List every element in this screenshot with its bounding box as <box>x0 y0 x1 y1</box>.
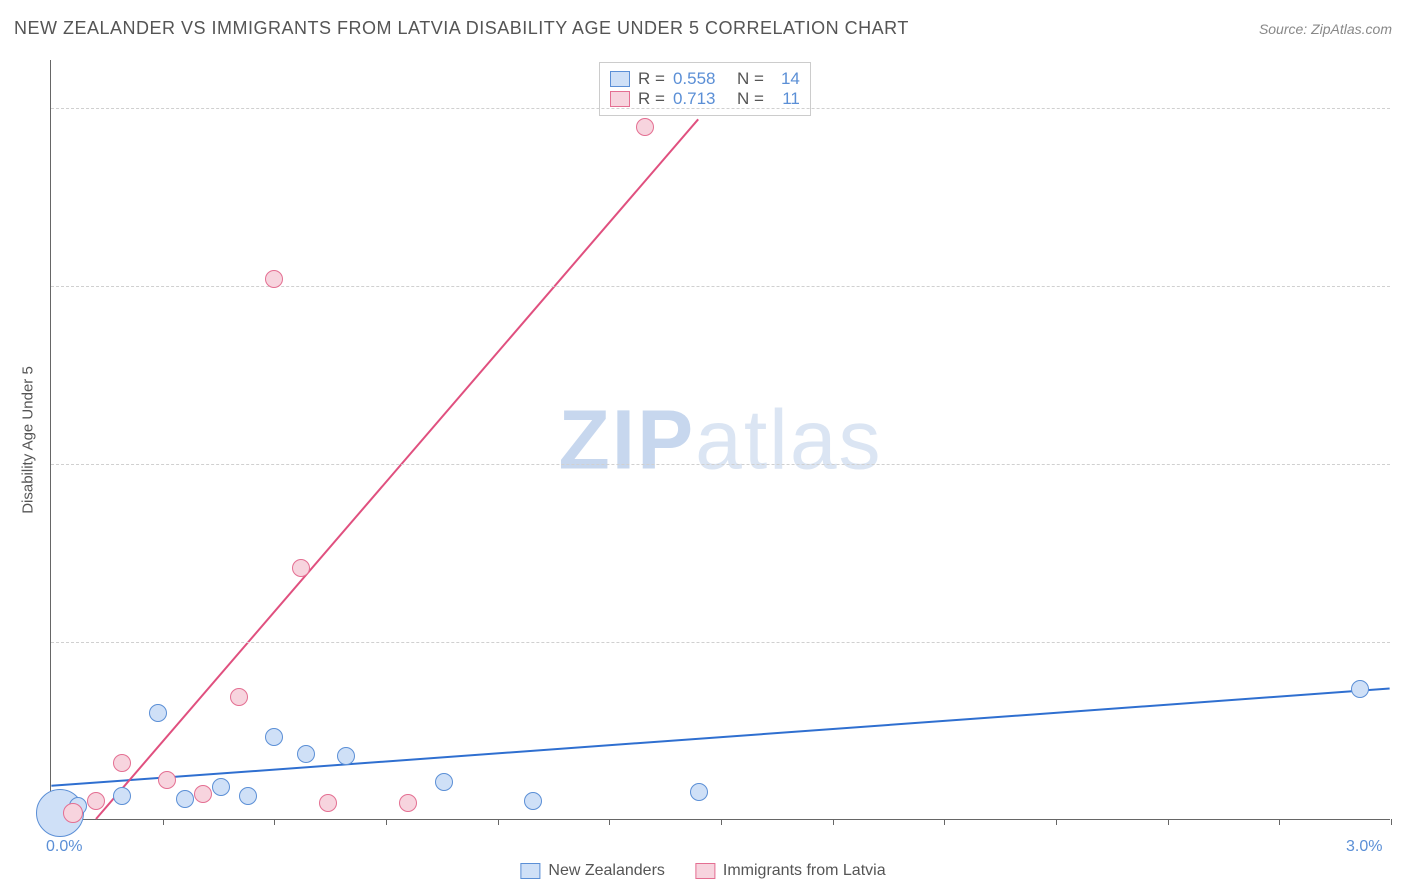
data-point-nz <box>337 747 355 765</box>
source-attribution: Source: ZipAtlas.com <box>1259 21 1392 37</box>
data-point-lv <box>194 785 212 803</box>
x-axis-origin-label: 0.0% <box>46 838 82 856</box>
x-tick <box>163 819 164 825</box>
x-tick <box>498 819 499 825</box>
data-point-lv <box>399 794 417 812</box>
x-tick <box>609 819 610 825</box>
data-point-lv <box>230 688 248 706</box>
x-tick <box>1168 819 1169 825</box>
legend-item-nz: New Zealanders <box>520 862 665 880</box>
data-point-nz <box>265 728 283 746</box>
gridline <box>51 464 1390 465</box>
trend-line-nz <box>51 689 1389 786</box>
x-tick <box>274 819 275 825</box>
y-axis-title: Disability Age Under 5 <box>20 366 37 514</box>
data-point-lv <box>87 792 105 810</box>
n-label: N = <box>737 89 764 109</box>
data-point-lv <box>63 803 83 823</box>
data-point-lv <box>158 771 176 789</box>
legend-label: Immigrants from Latvia <box>723 862 886 880</box>
x-tick <box>1056 819 1057 825</box>
series-legend: New Zealanders Immigrants from Latvia <box>520 862 885 880</box>
n-label: N = <box>737 69 764 89</box>
swatch-icon <box>520 863 540 879</box>
data-point-nz <box>149 704 167 722</box>
data-point-lv <box>636 118 654 136</box>
legend-label: New Zealanders <box>548 862 665 880</box>
x-tick <box>1391 819 1392 825</box>
header: NEW ZEALANDER VS IMMIGRANTS FROM LATVIA … <box>14 18 1392 39</box>
swatch-icon <box>610 91 630 107</box>
data-point-nz <box>212 778 230 796</box>
legend-stats-row-lv: R = 0.713 N = 11 <box>610 89 800 109</box>
x-tick <box>944 819 945 825</box>
gridline <box>51 108 1390 109</box>
x-tick <box>833 819 834 825</box>
scatter-plot: ZIPatlas R =0.558N =14R =0.713N =11 7.5%… <box>50 60 1390 820</box>
r-label: R = <box>638 69 665 89</box>
trend-line-lv <box>96 119 698 819</box>
data-point-nz <box>176 790 194 808</box>
swatch-icon <box>610 71 630 87</box>
data-point-nz <box>297 745 315 763</box>
data-point-lv <box>265 270 283 288</box>
r-value: 0.558 <box>673 69 729 89</box>
data-point-nz <box>239 787 257 805</box>
legend-stats-row-nz: R = 0.558 N = 14 <box>610 69 800 89</box>
trend-lines-layer <box>51 60 1390 819</box>
data-point-lv <box>319 794 337 812</box>
x-tick <box>1279 819 1280 825</box>
data-point-nz <box>524 792 542 810</box>
r-value: 0.713 <box>673 89 729 109</box>
x-axis-max-label: 3.0% <box>1346 838 1382 856</box>
x-tick <box>721 819 722 825</box>
r-label: R = <box>638 89 665 109</box>
data-point-lv <box>113 754 131 772</box>
swatch-icon <box>695 863 715 879</box>
data-point-nz <box>435 773 453 791</box>
gridline <box>51 286 1390 287</box>
data-point-nz <box>1351 680 1369 698</box>
gridline <box>51 642 1390 643</box>
page-title: NEW ZEALANDER VS IMMIGRANTS FROM LATVIA … <box>14 18 909 39</box>
n-value: 11 <box>772 89 800 109</box>
n-value: 14 <box>772 69 800 89</box>
data-point-nz <box>690 783 708 801</box>
legend-item-lv: Immigrants from Latvia <box>695 862 886 880</box>
x-tick <box>386 819 387 825</box>
data-point-lv <box>292 559 310 577</box>
data-point-nz <box>113 787 131 805</box>
